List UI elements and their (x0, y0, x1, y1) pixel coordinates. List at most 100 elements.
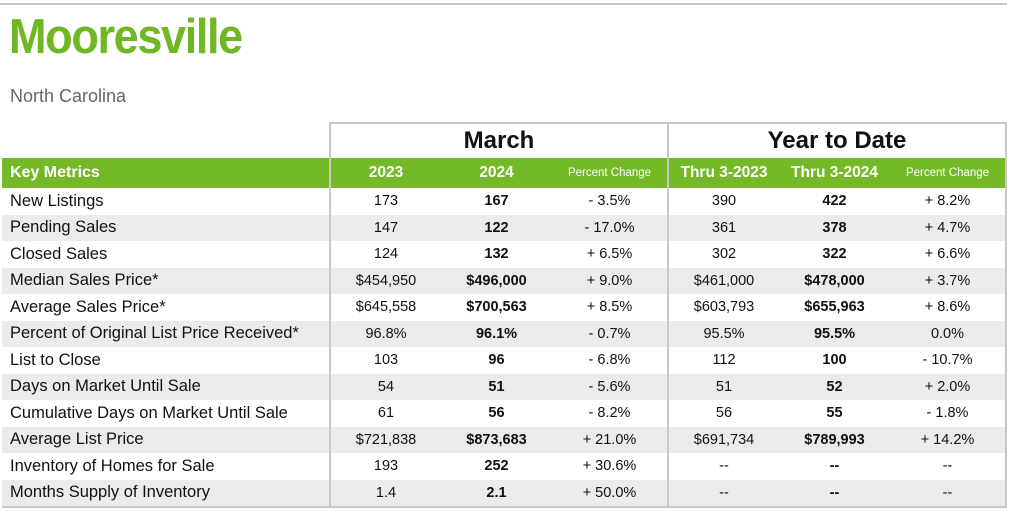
col-header-y-change: Percent Change (890, 158, 1007, 188)
month-prev-cell: $721,838 (329, 426, 441, 453)
metric-cell: Days on Market Until Sale (2, 373, 330, 400)
ytd-curr-cell: 52 (779, 373, 890, 400)
ytd-curr-cell: 422 (822, 193, 847, 210)
ytd-curr-cell: 55 (826, 405, 843, 422)
month-change-cell: + 9.0% (552, 267, 669, 294)
key-metrics-table: March Year to Date Key Metrics 2023 2024… (2, 122, 1007, 508)
ytd-curr-cell: 95.5% (779, 320, 890, 347)
ytd-curr-cell: -- (779, 479, 890, 508)
month-prev-cell: 173 (329, 188, 441, 215)
month-curr-cell: 132 (484, 246, 509, 263)
metric-cell: New Listings (10, 191, 104, 210)
ytd-curr-cell: $789,993 (779, 426, 890, 453)
ytd-change-cell: + 3.7% (890, 267, 1007, 294)
table-row: Days on Market Until Sale 54 51- 5.6% 51 52 +… (2, 373, 1007, 400)
month-change-cell: - 5.6% (552, 373, 669, 400)
table-row: Months Supply of Inventory 1.4 2.1 + 50.0% -… (2, 479, 1007, 508)
ytd-prev-cell: $461,000 (668, 267, 779, 294)
ytd-change-cell: -- (890, 479, 1007, 508)
ytd-curr-cell: 100 (822, 352, 847, 369)
month-curr-cell: $496,000 (441, 267, 552, 294)
ytd-change-cell: + 4.7% (890, 214, 1007, 241)
table-row: Inventory of Homes for Sale 193 252 + 30.6%… (2, 453, 1007, 480)
metric-cell: Average List Price (2, 426, 330, 453)
ytd-prev-cell: $691,734 (668, 426, 779, 453)
page-subtitle: North Carolina (10, 86, 127, 106)
month-curr-cell: 96 (488, 352, 505, 369)
month-prev-cell: $454,950 (329, 267, 441, 294)
metric-cell: Cumulative Days on Market Until Sale (10, 403, 288, 422)
metric-cell: Months Supply of Inventory (2, 479, 330, 508)
table-row: Pending Sales 147 122- 17.0% 361 378 + 4.7% (2, 214, 1007, 241)
month-change-cell: + 21.0% (552, 426, 669, 453)
ytd-change-cell: 0.0% (890, 320, 1007, 347)
metric-cell: Average Sales Price* (10, 297, 166, 316)
table-row: Average List Price $721,838 $873,683 + 21.0… (2, 426, 1007, 453)
month-curr-cell: 2.1 (441, 479, 552, 508)
ytd-prev-cell: 361 (668, 214, 779, 241)
table-row: Cumulative Days on Market Until Sale 61 56… (2, 400, 1007, 427)
ytd-curr-cell: 378 (779, 214, 890, 241)
ytd-prev-cell: 95.5% (668, 320, 779, 347)
month-prev-cell: 147 (329, 214, 441, 241)
month-curr-cell: 56 (488, 405, 505, 422)
month-prev-cell: 124 (329, 241, 441, 268)
ytd-change-cell: + 8.6% (890, 294, 1007, 321)
ytd-prev-cell: -- (668, 479, 779, 508)
ytd-change-cell: - 1.8% (890, 400, 1007, 427)
month-prev-cell: 103 (329, 347, 441, 374)
month-curr-cell: 252 (484, 458, 509, 475)
month-prev-cell: 61 (329, 400, 441, 427)
month-change-cell: - 3.5% (552, 188, 669, 215)
month-prev-cell: 96.8% (329, 320, 441, 347)
group-header-ytd: Year to Date (667, 122, 1007, 158)
col-header-y-curr: Thru 3-2024 (779, 158, 890, 188)
metric-cell: Percent of Original List Price Received* (2, 320, 330, 347)
group-header-spacer (2, 123, 330, 158)
col-header-m-curr: 2024 (441, 158, 552, 188)
ytd-prev-cell: 51 (668, 373, 779, 400)
metric-cell: Median Sales Price* (2, 267, 330, 294)
month-curr-cell: $873,683 (441, 426, 552, 453)
ytd-prev-cell: 56 (715, 405, 733, 422)
table-row: Percent of Original List Price Received*… (2, 320, 1007, 347)
month-change-cell: - 6.8% (552, 347, 669, 374)
ytd-change-cell: - 10.7% (890, 347, 1007, 374)
col-header-m-change: Percent Change (552, 158, 669, 188)
month-change-cell: + 30.6% (552, 453, 669, 480)
col-header-y-prev: Thru 3-2023 (668, 158, 779, 188)
month-prev-cell: 54 (329, 373, 441, 400)
ytd-prev-cell: $603,793 (693, 299, 755, 316)
month-prev-cell: $645,558 (329, 294, 441, 321)
ytd-change-cell: -- (890, 453, 1007, 480)
table-row: Average Sales Price* $645,558 $700,563 + 8.… (2, 294, 1007, 321)
ytd-curr-cell: $655,963 (804, 299, 865, 316)
col-header-m-prev: 2023 (329, 158, 441, 188)
ytd-prev-cell: 390 (711, 193, 737, 210)
ytd-curr-cell: 322 (822, 246, 847, 263)
month-curr-cell: 167 (484, 193, 509, 210)
metric-cell: Inventory of Homes for Sale (10, 456, 215, 475)
ytd-change-cell: + 14.2% (890, 426, 1007, 453)
group-header-row: March Year to Date (2, 122, 1007, 158)
table-row: List to Close 103 96 - 6.8% 112 100 - 10.7% (2, 347, 1007, 374)
ytd-prev-cell: 302 (711, 246, 737, 263)
month-curr-cell: 96.1% (441, 320, 552, 347)
month-change-cell: - 0.7% (552, 320, 669, 347)
table-row: New Listings 173 167 - 3.5% 390 422 + 8.2% (2, 188, 1007, 215)
month-curr-cell: 122 (441, 214, 552, 241)
month-change-cell: + 6.5% (552, 241, 669, 268)
ytd-curr-cell: -- (829, 458, 840, 475)
ytd-change-cell: + 2.0% (890, 373, 1007, 400)
month-prev-cell: 193 (329, 453, 441, 480)
ytd-prev-cell: -- (719, 458, 729, 475)
ytd-prev-cell: 112 (712, 352, 736, 369)
top-divider (0, 3, 1007, 5)
metric-cell: List to Close (10, 350, 101, 369)
month-curr-cell: 51 (441, 373, 552, 400)
month-change-cell: + 50.0% (552, 479, 669, 508)
column-header-row: Key Metrics 2023 2024 Percent Change Thr… (2, 158, 1007, 188)
ytd-curr-cell: $478,000 (779, 267, 890, 294)
month-curr-cell: $700,563 (466, 299, 527, 316)
ytd-change-cell: + 6.6% (890, 241, 1007, 268)
